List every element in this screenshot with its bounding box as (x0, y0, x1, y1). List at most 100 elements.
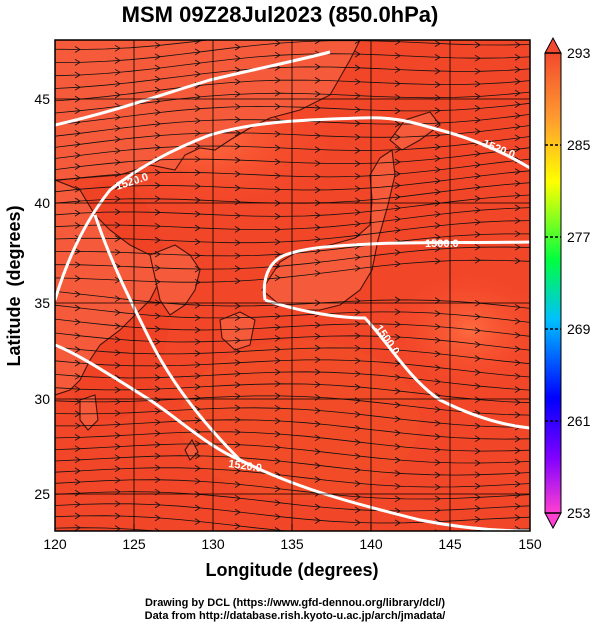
streamline-arrow (114, 309, 121, 316)
streamline-arrow (234, 265, 241, 272)
streamline-arrow (234, 55, 241, 62)
streamline-arrow (514, 372, 521, 380)
streamline-arrow (394, 321, 401, 328)
y-tick-label: 35 (34, 295, 50, 311)
streamline-arrow (74, 318, 81, 326)
streamline-arrow (74, 83, 81, 91)
streamline-arrow (394, 519, 401, 527)
streamline-arrow (194, 278, 201, 286)
streamline-arrow (235, 33, 240, 39)
streamline-arrow (74, 524, 81, 531)
streamline-arrow (234, 314, 241, 322)
streamline-arrow (474, 172, 481, 180)
streamline-arrow (314, 407, 321, 414)
streamline-arrow (514, 41, 521, 49)
streamline-arrow (234, 348, 241, 355)
colorbar-label: 285 (567, 137, 591, 153)
streamline-arrow (474, 231, 481, 238)
streamline-arrow (194, 70, 201, 78)
streamline-arrow (474, 67, 481, 75)
streamline-arrow (314, 40, 321, 45)
streamline-arrow (314, 146, 321, 153)
streamline-arrow (195, 532, 200, 538)
streamline-arrow (474, 341, 481, 348)
streamline-arrow (475, 539, 480, 545)
colorbar-label: 261 (567, 413, 591, 429)
streamline-arrow (114, 80, 121, 88)
streamline-arrow (354, 92, 361, 100)
streamline-arrow (154, 325, 161, 333)
streamline-arrow (314, 503, 321, 511)
streamline-arrow (354, 160, 361, 167)
streamline-arrow (74, 410, 81, 418)
streamline-arrow (114, 349, 121, 357)
streamline-arrow (234, 116, 241, 123)
streamline-arrow (394, 215, 401, 223)
streamline-arrow (474, 195, 481, 202)
streamline-arrow (354, 147, 361, 154)
streamline-arrow (514, 480, 521, 488)
streamline-arrow (234, 252, 241, 260)
streamline-arrow (434, 119, 441, 127)
streamline-arrow (234, 78, 241, 86)
colorbar-scale (544, 52, 562, 514)
streamline-arrow (354, 64, 361, 72)
x-tick-label: 150 (518, 536, 542, 552)
streamline-arrow (474, 435, 481, 443)
streamline-arrow (154, 64, 161, 72)
streamline-arrow (514, 359, 521, 367)
streamline-arrow (194, 182, 201, 190)
streamline-arrow (354, 209, 361, 216)
streamline-arrow (314, 235, 321, 243)
streamline-arrow (234, 143, 241, 150)
x-axis-ticks (54, 524, 531, 531)
x-tick-label: 120 (43, 536, 67, 552)
streamline-arrow (474, 482, 481, 490)
streamline-arrow (114, 465, 121, 473)
credit-drawing: Drawing by DCL (https://www.gfd-dennou.o… (144, 597, 446, 609)
streamline-arrow (74, 174, 81, 182)
streamline-arrow (354, 308, 361, 316)
streamline-arrow (354, 332, 361, 340)
streamline-arrow (474, 493, 481, 501)
streamline-arrow (154, 441, 161, 448)
streamline-arrow (394, 182, 401, 189)
streamline-arrow (314, 462, 321, 469)
x-tick-labels: 120 125 130 135 140 145 150 (43, 536, 542, 552)
streamline-arrow (434, 40, 441, 47)
streamline-arrow (234, 467, 241, 475)
streamline-arrow (274, 334, 281, 342)
streamline-arrow (314, 186, 321, 194)
streamline-arrow (354, 185, 361, 193)
streamline-arrow (514, 458, 521, 466)
streamline-arrow (434, 177, 441, 185)
streamline-arrow (394, 133, 401, 141)
streamline-arrow (234, 226, 241, 233)
streamline-arrow (194, 169, 201, 176)
streamline-arrow (154, 396, 161, 404)
streamline-arrow (474, 355, 481, 362)
colorbar-label: 277 (567, 229, 591, 245)
streamline-arrow (194, 504, 201, 512)
streamline-arrow (354, 172, 361, 180)
streamline-arrow (314, 132, 321, 140)
streamline-arrow (314, 344, 321, 352)
streamline-arrow (394, 360, 401, 367)
streamline-arrow (434, 419, 441, 427)
streamline-arrow (274, 186, 281, 193)
streamline-arrow (234, 370, 241, 378)
streamline-arrow (194, 326, 201, 334)
streamline-arrow (114, 136, 121, 143)
streamline-arrow (394, 80, 401, 87)
streamline-arrow (474, 243, 481, 251)
streamline-arrow (194, 394, 201, 402)
streamline-arrow (234, 103, 241, 111)
streamline-arrow (154, 374, 161, 381)
contour-line (55, 50, 331, 127)
streamline-arrow (114, 512, 121, 520)
streamline-arrow (74, 185, 81, 193)
streamline (55, 40, 211, 50)
streamline-arrow (314, 434, 321, 442)
colorbar-min-arrow (544, 512, 562, 530)
streamline-arrow (394, 443, 401, 450)
